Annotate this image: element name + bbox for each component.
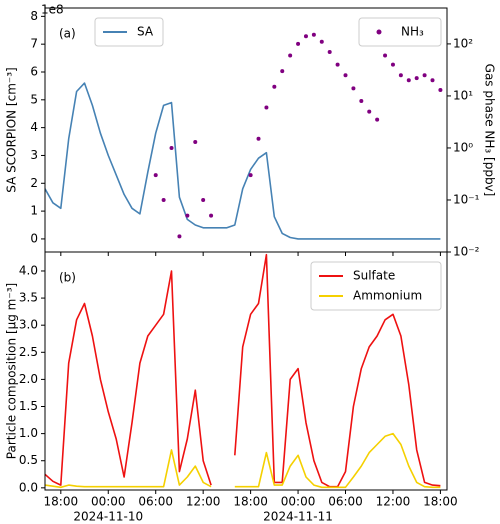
data-line	[45, 432, 441, 489]
y-tick-label: 3.0	[19, 318, 38, 332]
panel-label: (a)	[59, 27, 76, 41]
data-point	[406, 78, 411, 83]
x-tick-label: 18:00	[233, 495, 268, 509]
data-point	[414, 76, 419, 81]
data-point	[422, 73, 427, 78]
x-tick-label: 18:00	[44, 495, 79, 509]
x-tick-label: 18:00	[423, 495, 458, 509]
y-tick-label: 3	[30, 148, 38, 162]
data-point	[319, 39, 324, 44]
data-point	[438, 88, 443, 93]
data-point	[335, 62, 340, 67]
legend-marker	[376, 29, 382, 35]
data-point	[264, 105, 269, 110]
y2-tick-label: 10¹	[453, 88, 473, 102]
x-tick-label: 06:00	[328, 495, 363, 509]
y-tick-label: 0.0	[19, 480, 38, 494]
data-point	[256, 136, 261, 141]
legend-label: SA	[137, 25, 154, 39]
x-date-label: 2024-11-11	[263, 510, 333, 524]
data-point	[248, 173, 253, 178]
data-point	[343, 73, 348, 78]
y-tick-label: 2.5	[19, 345, 38, 359]
data-point	[311, 32, 316, 37]
y-tick-label: 0	[30, 231, 38, 245]
data-point	[185, 213, 190, 218]
legend-label: Ammonium	[353, 289, 422, 303]
y2-axis-label: Gas phase NH₃ [ppbv]	[483, 64, 497, 197]
y-tick-label: 2.0	[19, 372, 38, 386]
data-point	[351, 86, 356, 91]
data-point	[398, 73, 403, 78]
data-point	[359, 98, 364, 103]
x-tick-label: 12:00	[376, 495, 411, 509]
y-tick-label: 7	[30, 37, 38, 51]
y2-tick-label: 10⁰	[453, 140, 473, 154]
y-tick-label: 1.0	[19, 426, 38, 440]
x-tick-label: 12:00	[186, 495, 221, 509]
y-tick-label: 4	[30, 120, 38, 134]
data-point	[153, 173, 158, 178]
plot-frame	[44, 251, 448, 491]
legend-label: NH₃	[401, 25, 424, 39]
x-tick-label: 06:00	[138, 495, 173, 509]
data-point	[177, 234, 182, 239]
data-point	[367, 109, 372, 114]
data-line	[45, 82, 441, 240]
y-axis-label: SA SCORPION [cm⁻³]	[5, 67, 19, 192]
data-point	[303, 34, 308, 39]
y-tick-label: 5	[30, 92, 38, 106]
data-point	[209, 213, 214, 218]
data-point	[161, 197, 166, 202]
y2-tick-label: 10⁻¹	[453, 192, 480, 206]
data-point	[383, 53, 388, 58]
y-axis-label: Particle composition [μg m⁻³]	[5, 283, 19, 459]
data-point	[193, 140, 198, 145]
legend-box	[94, 17, 164, 47]
data-point	[327, 49, 332, 54]
y-tick-label: 0.5	[19, 453, 38, 467]
y2-tick-label: 10⁻²	[453, 245, 480, 259]
legend-label: Sulfate	[353, 269, 395, 283]
x-tick-label: 00:00	[281, 495, 316, 509]
x-date-label: 2024-11-10	[73, 510, 143, 524]
data-point	[288, 53, 293, 58]
y-tick-label: 3.5	[19, 291, 38, 305]
data-point	[390, 62, 395, 67]
legend-box	[358, 17, 442, 47]
y-tick-label: 6	[30, 64, 38, 78]
y-tick-label: 1	[30, 204, 38, 218]
y-offset-label: 1e8	[41, 3, 64, 17]
y-tick-label: 2	[30, 176, 38, 190]
y-tick-label: 8	[30, 9, 38, 23]
y2-tick-label: 10²	[453, 36, 473, 50]
data-point	[169, 145, 174, 150]
data-point	[375, 117, 380, 122]
panel-label: (b)	[59, 271, 76, 285]
legend-box	[310, 261, 442, 311]
y-tick-label: 1.5	[19, 399, 38, 413]
data-point	[280, 69, 285, 74]
data-point	[201, 197, 206, 202]
y-tick-label: 4.0	[19, 263, 38, 277]
data-point	[296, 41, 301, 46]
data-point	[272, 84, 277, 89]
x-tick-label: 00:00	[91, 495, 126, 509]
data-point	[430, 78, 435, 83]
